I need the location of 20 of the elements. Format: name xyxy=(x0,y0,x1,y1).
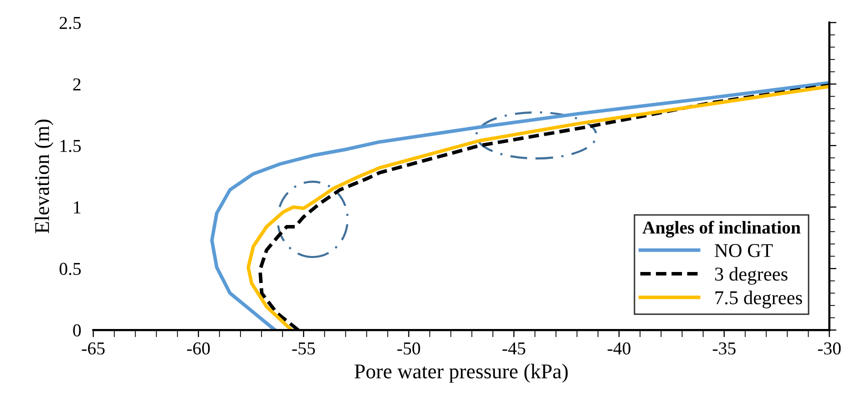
y-axis-title: Elevation (m) xyxy=(34,120,54,234)
legend-title: Angles of inclination xyxy=(642,220,801,238)
legend-label: NO GT xyxy=(714,244,773,258)
y-tick-label: 0 xyxy=(73,324,81,336)
x-tick-label: -60 xyxy=(187,342,210,355)
x-tick-label: -30 xyxy=(818,342,841,355)
x-tick-label: -45 xyxy=(502,342,526,355)
legend-label: 3 degrees xyxy=(715,267,788,285)
y-tick-label: 2.5 xyxy=(60,16,81,30)
x-axis-title: Pore water pressure (kPa) xyxy=(354,364,568,383)
x-tick-label: -50 xyxy=(397,342,420,355)
y-tick-label: 0.5 xyxy=(60,262,81,276)
x-tick-label: -55 xyxy=(292,342,315,355)
x-tick-label: -65 xyxy=(82,342,105,355)
legend-label: 7.5 degrees xyxy=(715,290,802,308)
x-tick-label: -40 xyxy=(608,342,630,355)
y-tick-label: 1.5 xyxy=(60,140,81,152)
y-tick-label: 1 xyxy=(74,201,80,214)
x-tick-label: -35 xyxy=(712,342,736,355)
y-tick-label: 2 xyxy=(73,78,80,90)
